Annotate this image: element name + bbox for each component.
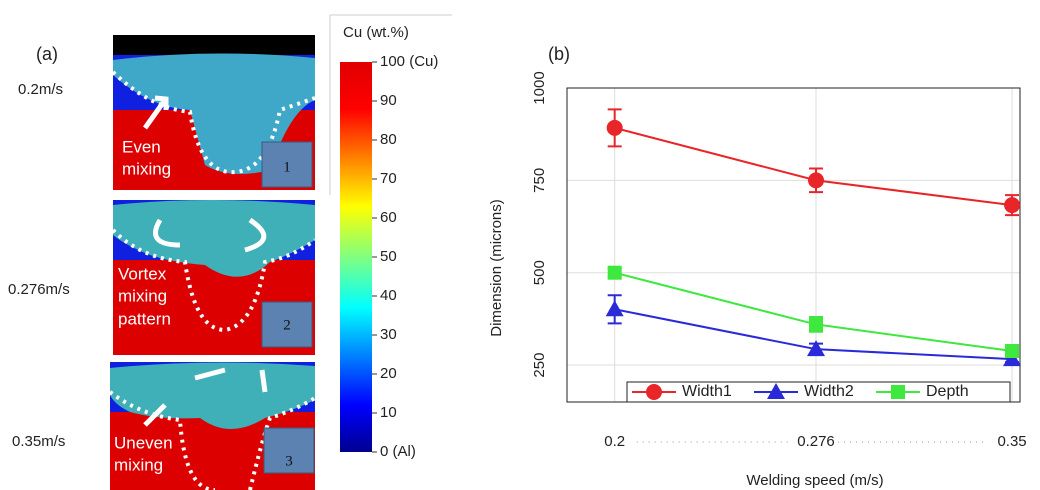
panel-a: (a) Even mixing 1 Vortex mixing pattern … [8,14,452,490]
legend-label: Depth [926,383,969,400]
y-tick-label: 750 [531,168,548,193]
series-line [614,271,1013,353]
y-axis-title: Dimension (microns) [488,199,505,337]
image-number: 2 [283,317,291,333]
marker [1003,350,1022,367]
micrograph: Uneven mixing 3 [108,362,317,490]
caption: mixing [114,455,163,474]
legend: Width1 Width2 Depth [626,381,1011,403]
legend-box [626,381,1011,403]
x-tick-label: 0.276 [797,433,835,450]
series-line [614,126,1013,207]
colorbar-tick-label: 30 [380,326,397,343]
y-tick-label: 250 [531,353,548,378]
panel-b: (b) Dimension (microns) Welding speed (m… [488,44,884,489]
marker [767,383,785,399]
colorbar-tick-label: 40 [380,287,397,304]
panel-label: (a) [36,44,58,64]
marker [1005,344,1020,359]
colorbar-tick-label: 70 [380,170,397,187]
plot-frame [566,87,1021,403]
speed-label: 0.276m/s [8,281,70,298]
colorbar-tick-label: 0 (Al) [380,443,416,460]
plot: 250 500 750 1000 0.2 0.276 0.35 [531,71,1027,450]
x-tick-label: 0.2 [604,433,625,450]
colorbar-tick-label: 50 [380,248,397,265]
y-tick-label: 500 [531,260,548,285]
marker [646,384,662,400]
speed-label: 0.35m/s [12,433,65,450]
colorbar-tick-label: 10 [380,404,397,421]
marker [808,172,825,189]
micrograph: Vortex mixing pattern 2 [111,200,317,355]
caption: pattern [118,309,171,328]
speed-label: 0.2m/s [18,81,63,98]
colorbar-tick-label: 20 [380,365,397,382]
colorbar-tick-label: 80 [380,131,397,148]
marker [607,265,622,280]
caption: Even [122,137,161,156]
marker [891,385,905,399]
image-number: 1 [283,159,291,175]
marker [606,119,623,136]
colorbar-title: Cu (wt.%) [343,24,409,41]
micrograph: Even mixing 1 [111,35,316,190]
panel-label: (b) [548,44,570,64]
colorbar-tick-label: 60 [380,209,397,226]
legend-label: Width1 [682,383,732,400]
colorbar [340,62,372,452]
x-axis-title: Welding speed (m/s) [746,472,883,489]
x-tick-label: 0.35 [997,433,1026,450]
marker [809,317,824,332]
marker [605,300,624,317]
colorbar-tick-label: 90 [380,92,397,109]
legend-label: Width2 [804,383,854,400]
caption: mixing [122,159,171,178]
marker [1004,197,1021,214]
caption: Vortex [118,264,167,283]
colorbar-tick-label: 100 (Cu) [380,53,438,70]
caption: mixing [118,286,167,305]
caption: Uneven [114,433,173,452]
y-tick-label: 1000 [531,71,548,104]
marker [807,340,826,357]
image-number: 3 [285,453,293,469]
